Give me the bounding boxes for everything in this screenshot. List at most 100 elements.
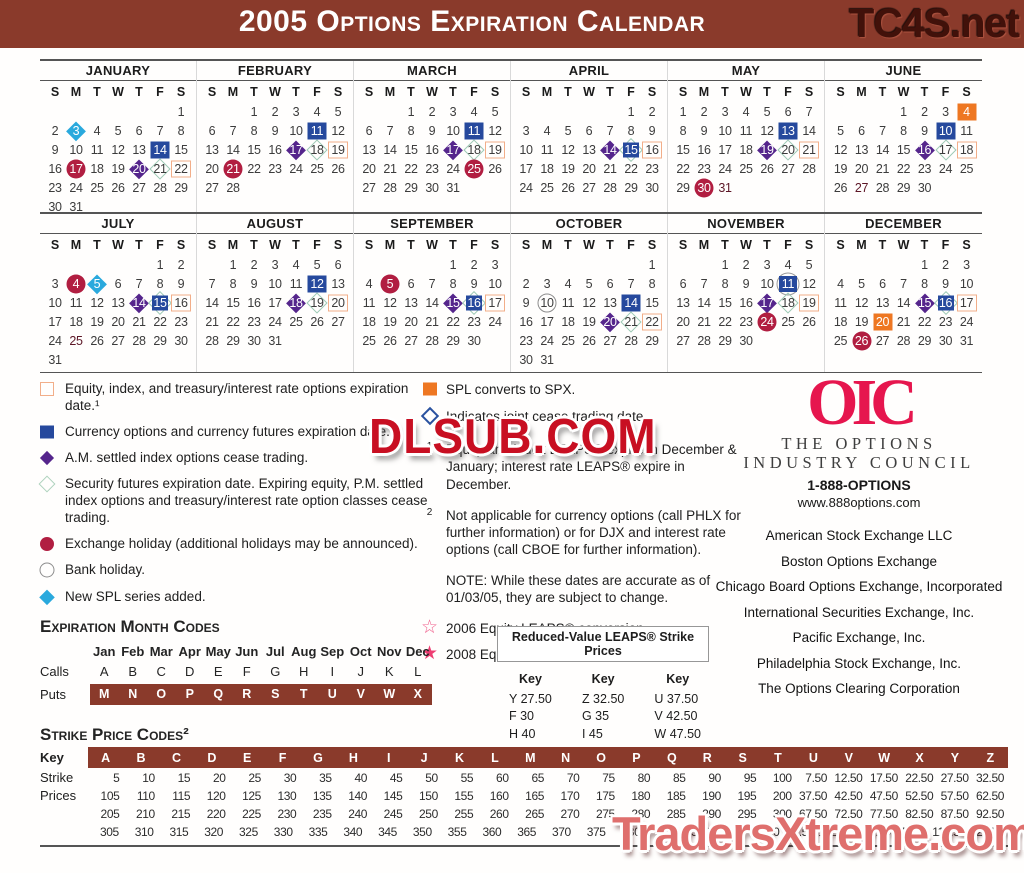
day-cell: 23	[917, 161, 932, 176]
weekday-label: S	[50, 84, 60, 99]
day-cell: 5	[334, 104, 342, 119]
day-cell: 12	[854, 295, 869, 310]
day-cell-empty	[359, 255, 380, 274]
member-name: International Securities Exchange, Inc.	[743, 604, 975, 620]
day-cell: 13	[582, 142, 596, 157]
month-july: JULY S M T W T F S 1 2 3 4 5 6 7 8 9 10 11 12 13 14 15 16 17 18 19…	[40, 214, 197, 372]
codes-put-letter: X	[413, 687, 422, 701]
day-cell-empty	[872, 255, 893, 274]
weekday-label: F	[784, 237, 792, 252]
day-cell: 3	[763, 257, 771, 272]
leaps-strike: H 40	[509, 726, 536, 741]
day-cell-empty	[851, 102, 872, 121]
codes-month: Mar	[149, 643, 173, 659]
day-cell: 16	[464, 293, 485, 312]
legend-text: A.M. settled index options cease trading…	[65, 450, 309, 466]
day-cell: 18	[956, 140, 977, 159]
month-september: SEPTEMBER S M T W T F S 1 2 3 4 5 6 7 8 9 10 11 12 13 14 15 16 1…	[354, 214, 511, 372]
day-cell: 6	[679, 276, 687, 291]
weekday-label: W	[897, 84, 910, 99]
legend-text: Equity and index LEAPS® expire in Decemb…	[446, 442, 737, 492]
strike-value: 135	[312, 788, 332, 803]
day-cell: 14	[205, 295, 219, 310]
weekday-label: T	[564, 237, 572, 252]
day-cell: 17	[485, 293, 506, 312]
strike-value: 125	[242, 788, 261, 803]
leaps-column: Key U 37.50 V 42.50 W 47.50	[654, 671, 701, 743]
day-cell: 28	[205, 333, 219, 348]
day-cell: 30	[519, 352, 533, 367]
day-cell: 27	[132, 180, 146, 195]
tradersxtreme-watermark: TradersXtreme.com	[612, 807, 1024, 860]
header-band: 2005 Options Expiration Calendar TC4S.ne…	[0, 0, 1024, 48]
day-cell: 17	[935, 140, 956, 159]
day-cell: 3	[449, 104, 457, 119]
strike-value: 5	[113, 770, 120, 785]
strike-value: 32.50	[975, 770, 1004, 785]
day-cell: 16	[247, 295, 261, 310]
day-cell: 2	[742, 257, 750, 272]
day-cell: 3	[522, 123, 530, 138]
day-cell: 25	[739, 161, 753, 176]
day-cell: 6	[208, 123, 216, 138]
day-cell: 13	[362, 142, 376, 157]
legend-item: Security futures expiration date. Expiri…	[40, 476, 432, 526]
day-cell: 20	[362, 161, 376, 176]
day-cell: 4	[742, 104, 750, 119]
day-cell: 20	[676, 314, 690, 329]
day-cell: 25	[289, 314, 303, 329]
calendar-row-2: JULY S M T W T F S 1 2 3 4 5 6 7 8 9 10 11 12 13 14 15 16 17 18 19…	[40, 212, 982, 373]
legend-text: Not applicable for currency options (cal…	[446, 507, 741, 557]
month-codes-title: Expiration Month Codes	[40, 617, 220, 636]
strike-key-letter: L	[491, 750, 499, 765]
day-cell: 23	[697, 161, 711, 176]
month-days: 1 2 3 4 5 6 7 8 9 10 11 12 13 14 15 16 17 18 19 20 21 22 23 24 2…	[40, 255, 196, 369]
strike-value: 375	[586, 824, 606, 839]
day-cell: 22	[676, 161, 690, 176]
day-cell: 26	[760, 161, 774, 176]
day-cell-empty	[579, 255, 600, 274]
day-cell: 7	[700, 276, 708, 291]
strike-value: 80	[637, 770, 651, 785]
strike-value: 230	[277, 806, 297, 821]
day-cell: 6	[606, 276, 614, 291]
day-cell: 19	[582, 314, 596, 329]
strike-key-letter: I	[387, 750, 391, 765]
weekday-label: S	[333, 84, 343, 99]
strike-row-label: Prices	[40, 788, 77, 803]
day-cell: 26	[851, 331, 872, 350]
new-spl-icon	[40, 590, 54, 604]
month-days: 1 2 3 4 5 6 7 8 9 10 11 12 13 14 15 16 17 18 19 20 21 22 23 24 2…	[825, 255, 982, 350]
weekday-label: W	[897, 237, 910, 252]
day-cell: 16	[739, 295, 753, 310]
day-cell: 2	[648, 104, 656, 119]
codes-call-letter: B	[128, 663, 138, 679]
codes-call-letter: J	[357, 663, 365, 679]
day-cell: 27	[603, 333, 617, 348]
day-cell: 9	[271, 123, 279, 138]
member-name: American Stock Exchange LLC	[765, 528, 953, 543]
strike-value: 150	[419, 788, 438, 803]
strike-value: 200	[772, 788, 792, 803]
month-days: 1 2 3 4 5 6 7 8 9 10 11 12 13 14 15 16 17 18 19 20 21 22 23 24 2…	[197, 102, 353, 197]
day-cell-empty	[558, 255, 579, 274]
weekday-label: S	[804, 84, 814, 99]
strike-key-letter: X	[915, 750, 924, 765]
day-cell: 10	[268, 276, 282, 291]
weekday-label: W	[583, 237, 595, 252]
day-cell: 22	[247, 161, 261, 176]
day-cell: 31	[959, 333, 974, 348]
day-cell: 24	[289, 161, 303, 176]
strike-key-letter: T	[774, 750, 782, 765]
strike-value: 75	[602, 770, 615, 785]
day-cell: 16	[425, 142, 439, 157]
day-cell: 5	[858, 276, 865, 291]
day-cell: 11	[960, 123, 973, 138]
day-cell: 31	[446, 180, 460, 195]
weekday-label: S	[678, 237, 688, 252]
day-cell: 27	[781, 161, 795, 176]
codes-puts: M N O P Q R S T U V W X	[90, 683, 432, 705]
